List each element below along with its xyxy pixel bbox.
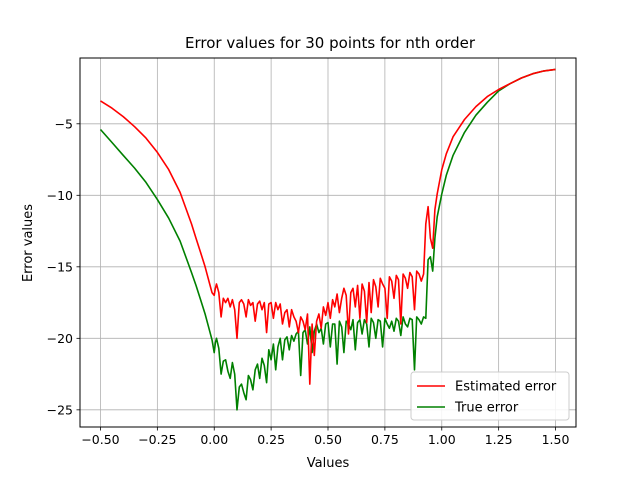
y-tick-label: −10 [47, 188, 73, 203]
chart-title: Error values for 30 points for nth order [185, 34, 476, 52]
x-tick-label: 0.25 [257, 432, 285, 447]
y-axis-label: Error values [21, 204, 36, 282]
y-tick-label: −25 [47, 402, 73, 417]
legend-label: Estimated error [455, 380, 557, 395]
legend-label: True error [454, 401, 519, 416]
x-axis-label: Values [307, 456, 350, 471]
x-axis-ticks: −0.50 −0.25 0.00 0.25 0.50 0.75 1.00 1.25 1.50 [81, 427, 569, 447]
x-tick-label: 1.00 [428, 432, 456, 447]
y-tick-label: −5 [55, 116, 73, 131]
series-line-estimated-error [100, 68, 556, 385]
y-tick-label: −15 [47, 259, 73, 274]
y-axis-ticks: −25 −20 −15 −10 −5 [47, 116, 80, 417]
x-tick-label: 1.25 [485, 432, 513, 447]
x-tick-label: 0.50 [314, 432, 342, 447]
x-tick-label: 0.00 [200, 432, 228, 447]
x-tick-label: −0.50 [81, 432, 119, 447]
legend: Estimated error True error [410, 371, 570, 421]
legend-box [410, 371, 570, 421]
y-tick-label: −20 [47, 331, 73, 346]
x-tick-label: 1.50 [542, 432, 570, 447]
grid-lines [80, 58, 576, 427]
x-tick-label: 0.75 [371, 432, 399, 447]
x-tick-label: −0.25 [138, 432, 176, 447]
series-lines [99, 68, 556, 411]
